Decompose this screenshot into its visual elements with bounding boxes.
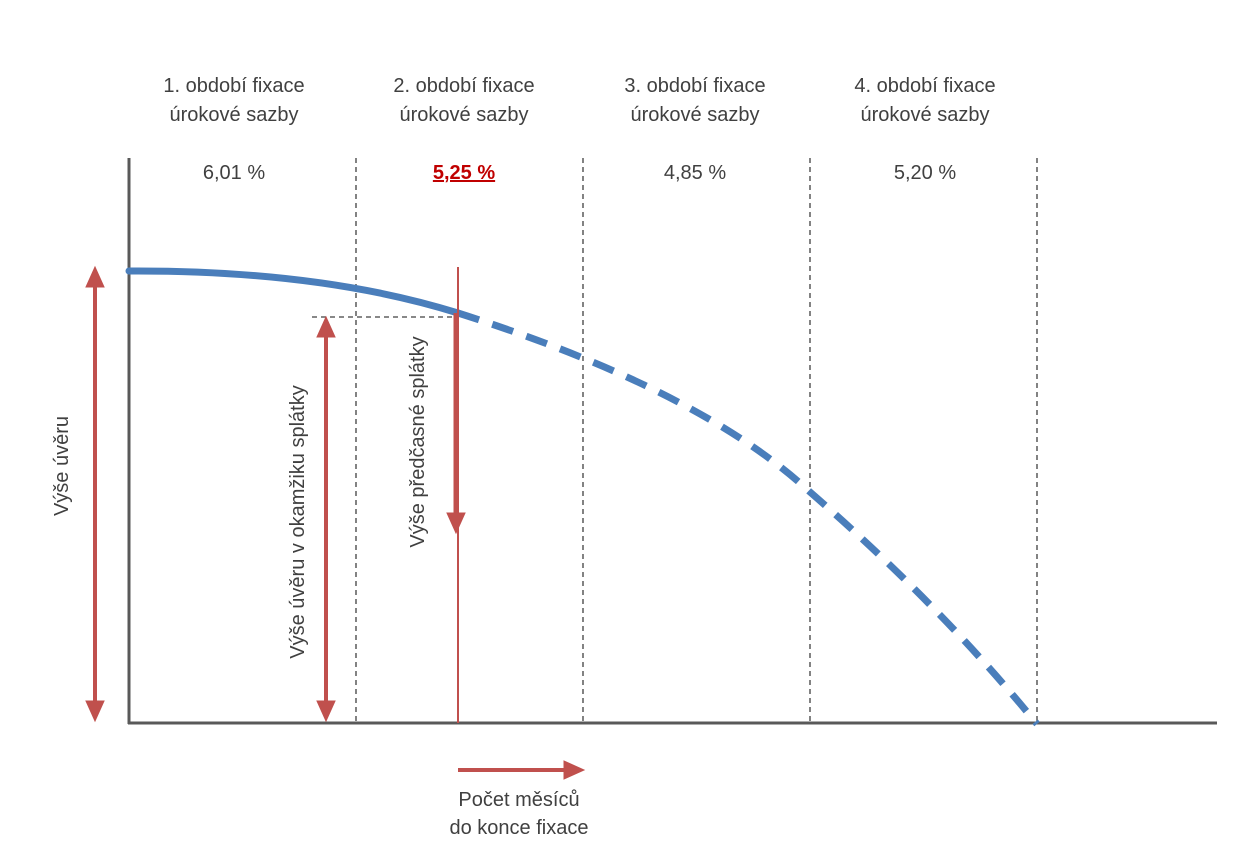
period-header-2: 2. období fixace úrokové sazby 5,25 % — [393, 75, 534, 184]
period-rate: 4,85 % — [664, 162, 726, 184]
period-title: 1. období fixace — [163, 75, 304, 97]
loan-balance-curve-projected — [456, 309, 1040, 727]
period-subtitle: úrokové sazby — [170, 104, 299, 126]
period-title: 2. období fixace — [393, 75, 534, 97]
loan-amount-label: Výše úvěru — [51, 416, 73, 516]
period-subtitle: úrokové sazby — [631, 104, 760, 126]
early-repayment-arrow — [446, 267, 466, 723]
period-header-3: 3. období fixace úrokové sazby 4,85 % — [624, 75, 765, 184]
loan-at-repayment-double-arrow — [316, 315, 336, 723]
period-subtitle: úrokové sazby — [861, 104, 990, 126]
period-subtitle: úrokové sazby — [400, 104, 529, 126]
period-rate-highlighted: 5,25 % — [433, 162, 495, 184]
months-label-line2: do konce fixace — [450, 817, 589, 839]
months-label-line1: Počet měsíců — [458, 789, 579, 811]
period-rate: 5,20 % — [894, 162, 956, 184]
early-repayment-label: Výše předčasné splátky — [407, 336, 429, 547]
months-remaining-arrow — [458, 760, 586, 780]
period-header-4: 4. období fixace úrokové sazby 5,20 % — [854, 75, 995, 184]
period-title: 4. období fixace — [854, 75, 995, 97]
loan-at-repayment-label: Výše úvěru v okamžiku splátky — [287, 385, 309, 658]
period-rate: 6,01 % — [203, 162, 265, 184]
period-header-1: 1. období fixace úrokové sazby 6,01 % — [163, 75, 304, 184]
loan-balance-curve-paid — [125, 267, 462, 317]
period-title: 3. období fixace — [624, 75, 765, 97]
loan-amount-double-arrow — [85, 265, 105, 723]
